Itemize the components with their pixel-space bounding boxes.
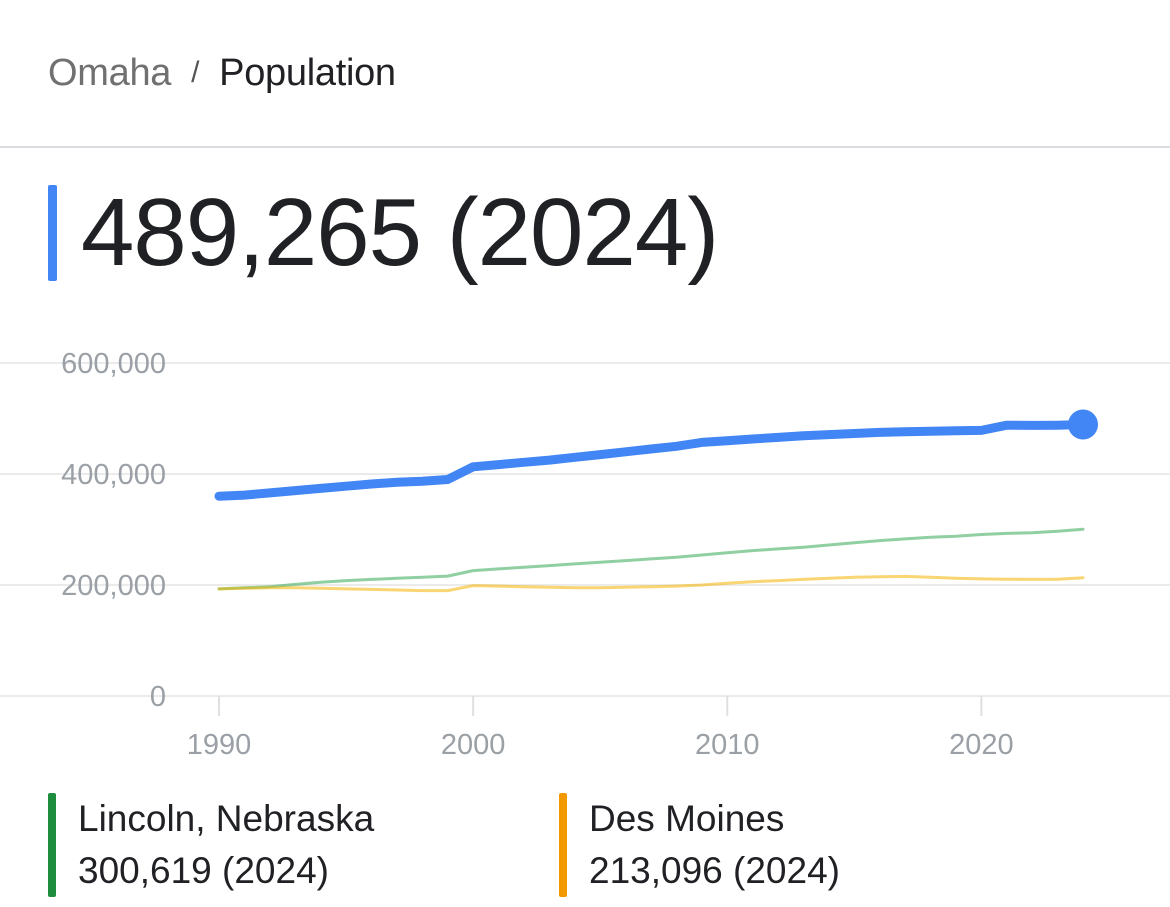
series-line-lincoln: [217, 527, 1085, 591]
series-line-des-moines: [217, 574, 1085, 593]
legend-color-bar: [48, 793, 56, 897]
legend-series-name: Des Moines: [589, 798, 785, 839]
legend-series-name: Lincoln, Nebraska: [78, 798, 375, 839]
x-tick-label: 2020: [949, 729, 1014, 761]
series-endpoint-marker[interactable]: [1068, 409, 1098, 440]
y-tick-label: 200,000: [61, 570, 166, 602]
legend-item-lincoln[interactable]: Lincoln, Nebraska 300,619 (2024): [48, 793, 374, 897]
y-axis-ticks: 0 200,000 400,000 600,000: [61, 348, 166, 713]
y-tick-label: 400,000: [61, 459, 166, 491]
grid-lines: [0, 362, 1170, 697]
breadcrumb: Omaha / Population: [48, 48, 396, 98]
x-tick-label: 2010: [695, 729, 760, 761]
breadcrumb-separator: /: [191, 56, 200, 89]
population-chart[interactable]: 0 200,000 400,000 600,000 1990 2000 2010 2020: [0, 330, 1170, 770]
series-line-omaha: [214, 420, 1088, 501]
y-tick-label: 600,000: [61, 348, 166, 380]
header-divider: [0, 146, 1170, 148]
headline: 489,265 (2024): [48, 179, 719, 286]
y-tick-label: 0: [150, 681, 166, 713]
legend-item-des-moines[interactable]: Des Moines 213,096 (2024): [559, 793, 840, 897]
x-axis-ticks: 1990 2000 2010 2020: [187, 696, 1014, 761]
legend-series-value: 213,096 (2024): [589, 850, 840, 891]
series-lines: [214, 409, 1098, 593]
headline-value: 489,265 (2024): [81, 179, 719, 286]
breadcrumb-parent-link[interactable]: Omaha: [48, 51, 172, 94]
breadcrumb-current: Population: [219, 51, 396, 94]
legend: Lincoln, Nebraska 300,619 (2024) Des Moi…: [48, 793, 1158, 897]
legend-series-value: 300,619 (2024): [78, 850, 329, 891]
x-tick-label: 2000: [441, 729, 506, 761]
headline-accent-bar: [48, 185, 57, 281]
legend-color-bar: [559, 793, 567, 897]
x-tick-label: 1990: [187, 729, 252, 761]
